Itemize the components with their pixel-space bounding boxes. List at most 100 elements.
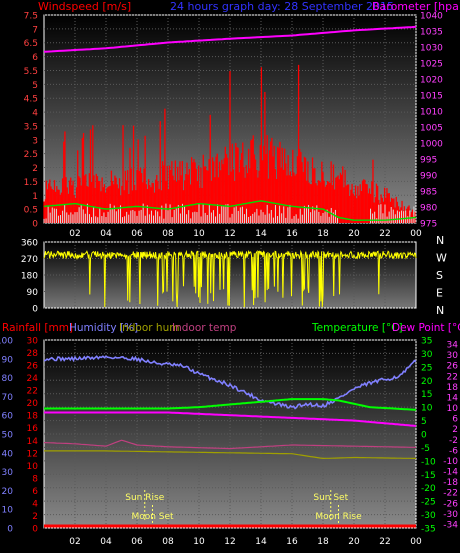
wind-x-tick-label: 14 [255,229,267,239]
temp-tick-label: 25 [421,363,432,373]
barometer-tick-label: 1030 [420,44,443,54]
dewpoint-scale-label: -18 [443,478,458,488]
barometer-tick-label: 1040 [420,12,443,22]
temp-x-tick-label: 08 [162,537,174,547]
wind-tick-label: 4.5 [24,95,38,105]
indoor-hum-line [44,450,416,460]
temp-humidity-panel-tick-labels: 1009080706050403020100302826242220181614… [0,337,458,548]
barometer-tick-label: 1035 [420,28,443,38]
humidity-tick-label: 10 [2,506,14,516]
wind-tick-label: 3.5 [24,122,38,132]
rain-tick-label: 4 [32,499,38,509]
sun-rise-label: Sun Rise [125,493,164,503]
legend-humidity: Humidity [%] [69,322,138,334]
wind-tick-label: 7 [32,25,38,35]
temp-tick-label: 20 [421,377,433,387]
temp-tick-label: -30 [421,511,436,521]
temp-x-tick-label: 12 [224,537,235,547]
direction-tick-label: 90 [27,288,39,298]
wind-direction-trace [43,249,417,308]
wind-x-tick-label: 04 [100,229,112,239]
barometer-tick-label: 1000 [420,140,443,150]
moon-rise-label: Moon Rise [315,512,362,522]
dewpoint-scale-label: 26 [447,362,459,372]
moon-set-label: Moon Set [131,512,174,522]
legend-temperature: Temperature [°C] [311,322,403,334]
humidity-tick-label: 50 [2,431,14,441]
dewpoint-scale-label: -34 [443,521,458,531]
wind-tick-label: 6 [32,53,38,63]
rain-tick-label: 22 [27,387,38,397]
humidity-tick-label: 40 [2,449,14,459]
barometer-tick-label: 995 [420,156,437,166]
wind-tick-label: 2.5 [24,150,38,160]
dewpoint-scale-label: 2 [452,425,458,435]
legend-rainfall: Rainfall [mm] [2,322,73,334]
barometer-tick-label: 1025 [420,60,443,70]
humidity-line [43,355,417,410]
dewpoint-scale-label: 14 [447,393,459,403]
barometer-tick-label: 1010 [420,108,443,118]
sun-set-label: Sun Set [313,493,348,503]
temp-tick-label: -20 [421,484,436,494]
humidity-tick-label: 70 [2,393,14,403]
rain-tick-label: 0 [32,525,38,535]
compass-label: N [436,234,444,247]
direction-panel-marks [43,249,417,308]
temp-x-tick-label: 00 [410,537,422,547]
rain-tick-label: 24 [27,374,39,384]
rain-tick-label: 12 [27,449,38,459]
wind-tick-label: 2 [32,164,38,174]
wind-x-tick-label: 16 [286,229,298,239]
barometer-tick-label: 1020 [420,76,443,86]
dewpoint-scale-label: 22 [447,372,458,382]
compass-label: S [436,269,443,282]
rain-tick-label: 20 [27,399,39,409]
wind-x-tick-label: 18 [317,229,329,239]
rain-tick-label: 16 [27,424,39,434]
dewpoint-scale-label: -10 [443,457,458,467]
temp-tick-label: -15 [421,471,436,481]
temp-tick-label: 10 [421,404,433,414]
dewpoint-scale-label: 34 [447,341,459,351]
dewpoint-scale-label: 18 [447,383,459,393]
barometer-tick-label: 1005 [420,124,443,134]
rain-tick-label: 10 [27,462,39,472]
barometer-tick-label: 985 [420,188,437,198]
barometer-tick-label: 1015 [420,92,443,102]
wind-tick-label: 5 [32,81,38,91]
temp-x-tick-label: 14 [255,537,267,547]
wind-panel-tick-labels: 0 0.5 1 1.5 2 2.5 3 3.5 4 4.5 5 5.5 6 6.5 7 7.5 975 980 98… [24,12,444,240]
temp-tick-label: 30 [421,350,433,360]
compass-label: N [436,304,444,317]
temp-tick-label: -5 [421,444,430,454]
temp-tick-label: -35 [421,525,436,535]
humidity-tick-label: 30 [2,468,14,478]
rain-tick-label: 6 [32,487,38,497]
barometer-tick-label: 975 [420,220,437,230]
wind-panel-marks [43,25,417,223]
direction-tick-label: 270 [21,255,38,265]
direction-tick-label: 180 [21,272,38,282]
temp-x-tick-label: 18 [317,537,329,547]
dewpoint-scale-label: -26 [443,499,458,509]
rain-tick-label: 2 [32,512,38,522]
temp-tick-label: 15 [421,390,432,400]
rain-tick-label: 14 [27,437,39,447]
dewpoint-scale-label: 30 [447,351,459,361]
barometer-tick-label: 980 [420,204,437,214]
dewpoint-scale-label: 10 [447,404,459,414]
wind-x-tick-label: 20 [348,229,360,239]
temp-x-tick-label: 16 [286,537,298,547]
temp-x-tick-label: 22 [379,537,390,547]
wind-tick-label: 0 [32,220,38,230]
wind-tick-label: 4 [32,109,38,119]
dewpoint-scale-label: -2 [449,436,458,446]
compass-label: W [436,252,447,265]
humidity-tick-label: 60 [2,412,14,422]
compass-label: E [436,287,443,300]
avg-wind-line [43,200,417,221]
